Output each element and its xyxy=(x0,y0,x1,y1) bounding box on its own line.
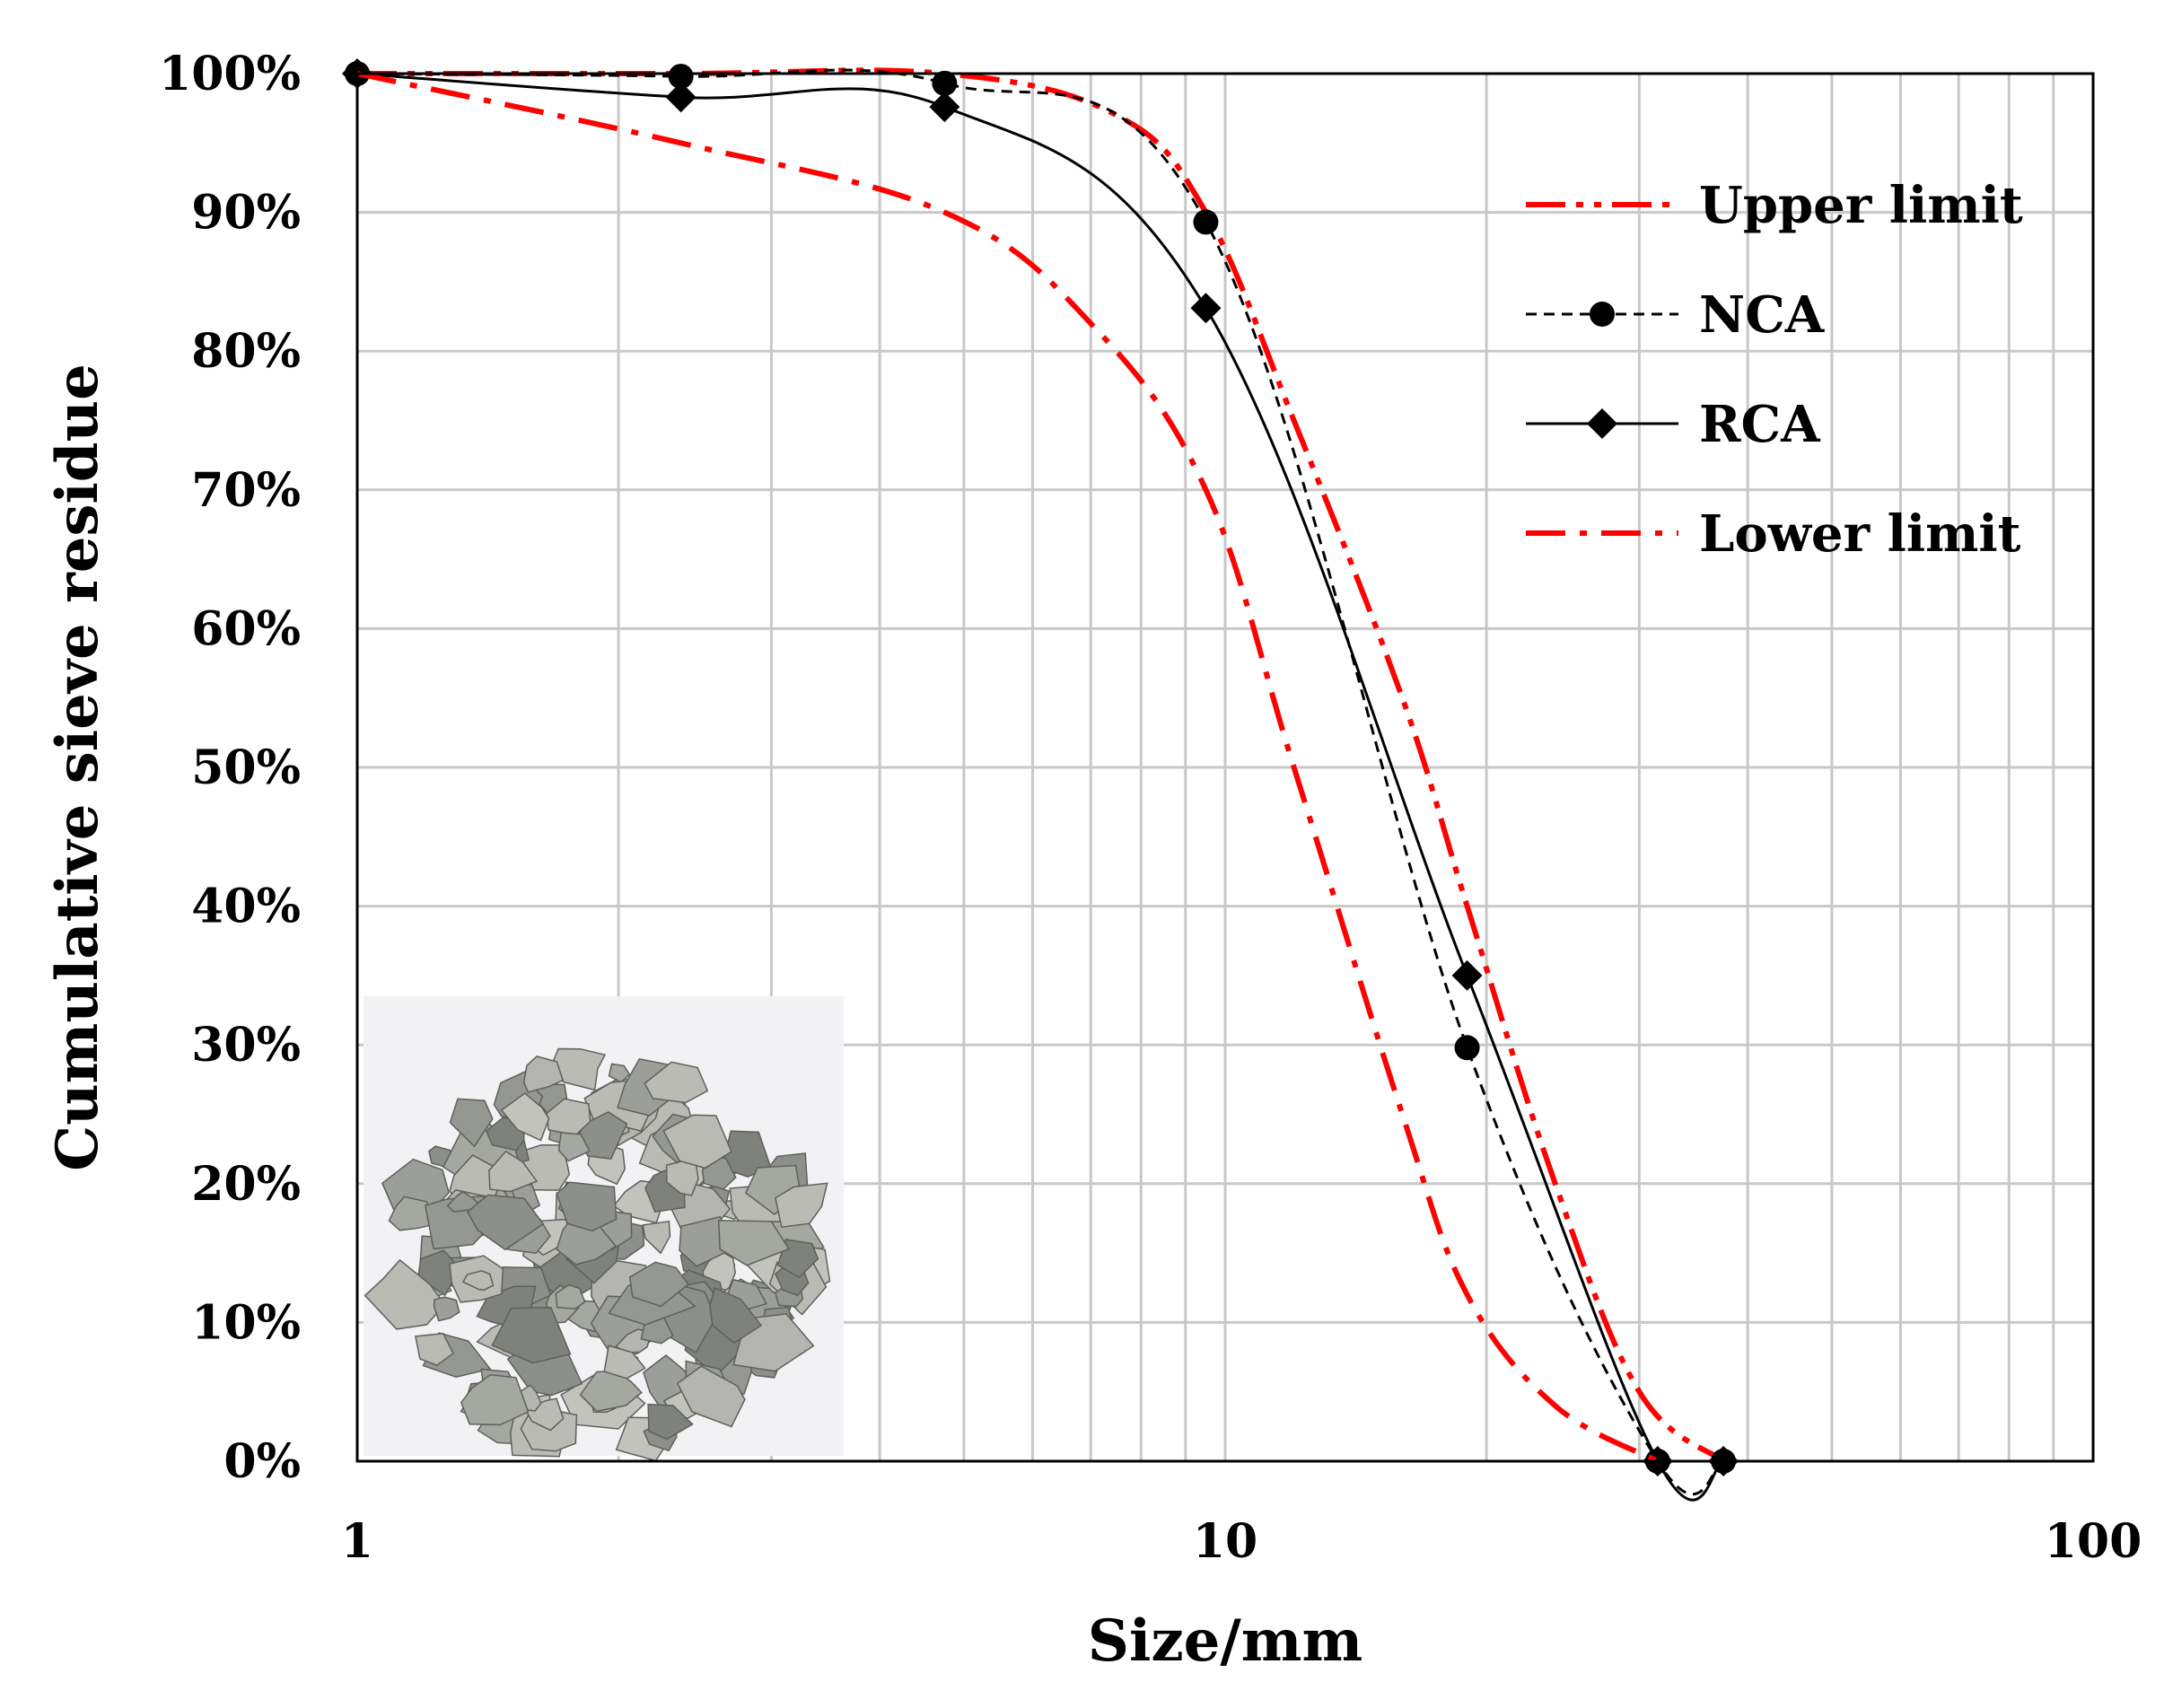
legend-label: Upper limit xyxy=(1699,176,2023,235)
aggregate-stone xyxy=(416,1249,457,1297)
aggregate-stone xyxy=(491,1307,572,1364)
aggregate-stone xyxy=(775,1182,828,1229)
y-tick-labels: 0% 10% 20% 30% 40% 50% 60% 70% 80% 90% 100% xyxy=(159,47,301,1489)
legend-marker xyxy=(1590,302,1615,327)
data-point-nca xyxy=(1454,1035,1480,1061)
data-point-rca xyxy=(1451,959,1483,991)
grid xyxy=(357,74,2093,1461)
aggregate-stone xyxy=(555,1283,586,1309)
aggregate-stone xyxy=(709,1286,763,1345)
x-axis-title: Size/mm xyxy=(1088,1607,1363,1675)
legend-item-upper-limit: Upper limit xyxy=(1526,176,2023,235)
aggregate-stone xyxy=(466,1194,545,1251)
y-tick-label: 60% xyxy=(191,601,301,656)
aggregate-stone xyxy=(676,1365,746,1428)
aggregate-stone xyxy=(461,1270,495,1292)
y-tick-label: 70% xyxy=(191,463,301,518)
data-point-rca xyxy=(1190,293,1222,324)
y-axis-title: Cumulative sieve residue xyxy=(44,363,111,1171)
x-tick-label: 10 xyxy=(1193,1514,1257,1569)
data-point-nca xyxy=(668,64,694,90)
y-tick-label: 20% xyxy=(191,1157,301,1212)
aggregate-stone xyxy=(579,1370,643,1413)
series-lower-limit xyxy=(356,71,1660,1464)
y-tick-label: 30% xyxy=(191,1018,301,1073)
aggregate-stone xyxy=(488,1150,539,1193)
x-tick-label: 1 xyxy=(341,1514,373,1569)
data-point-rca xyxy=(665,82,697,113)
y-tick-label: 10% xyxy=(191,1295,301,1350)
aggregate-stone xyxy=(415,1332,454,1367)
legend-label: RCA xyxy=(1699,395,1821,454)
aggregate-stone xyxy=(717,1220,791,1266)
legend-marker xyxy=(1587,408,1617,439)
plot-frame xyxy=(355,72,2095,1463)
legend-item-rca: RCA xyxy=(1526,395,1821,454)
data-point-nca xyxy=(932,70,958,96)
legend-label: NCA xyxy=(1699,285,1826,345)
series-layer xyxy=(342,58,1739,1502)
legend-label: Lower limit xyxy=(1699,504,2021,564)
y-tick-label: 100% xyxy=(159,47,301,101)
x-tick-labels: 1 10 100 xyxy=(341,1514,2142,1569)
aggregate-stone xyxy=(364,1258,446,1330)
aggregate-stone xyxy=(449,1098,494,1148)
x-tick-label: 100 xyxy=(2045,1514,2142,1569)
aggregate-stone xyxy=(388,1196,433,1231)
aggregate-stone xyxy=(642,1220,671,1255)
aggregate-stone xyxy=(460,1374,530,1426)
legend-item-nca: NCA xyxy=(1526,285,1826,345)
aggregate-stone xyxy=(644,1061,709,1104)
y-tick-label: 80% xyxy=(191,324,301,379)
aggregate-stone xyxy=(662,1114,732,1169)
y-tick-label: 0% xyxy=(223,1434,301,1489)
data-point-rca xyxy=(929,92,960,123)
legend-item-lower-limit: Lower limit xyxy=(1526,504,2021,564)
aggregate-stone xyxy=(500,1092,550,1142)
aggregate-photo-inset xyxy=(364,996,844,1462)
aggregate-stone xyxy=(557,1132,591,1162)
y-tick-label: 90% xyxy=(191,186,301,241)
aggregate-stone xyxy=(647,1403,694,1441)
aggregate-stone xyxy=(628,1261,689,1308)
aggregate-stone xyxy=(433,1296,460,1322)
series-line-nca xyxy=(356,68,1724,1496)
y-tick-label: 40% xyxy=(191,880,301,934)
series-line-lower-limit xyxy=(356,71,1660,1464)
aggregate-stone xyxy=(446,1191,481,1213)
aggregate-stone xyxy=(522,1055,565,1093)
legend: Upper limit NCA RCA Lower limit xyxy=(1526,176,2023,564)
y-tick-label: 50% xyxy=(191,740,301,795)
data-point-nca xyxy=(1193,209,1219,235)
aggregate-stone xyxy=(556,1181,618,1232)
aggregate-stone xyxy=(603,1345,646,1380)
